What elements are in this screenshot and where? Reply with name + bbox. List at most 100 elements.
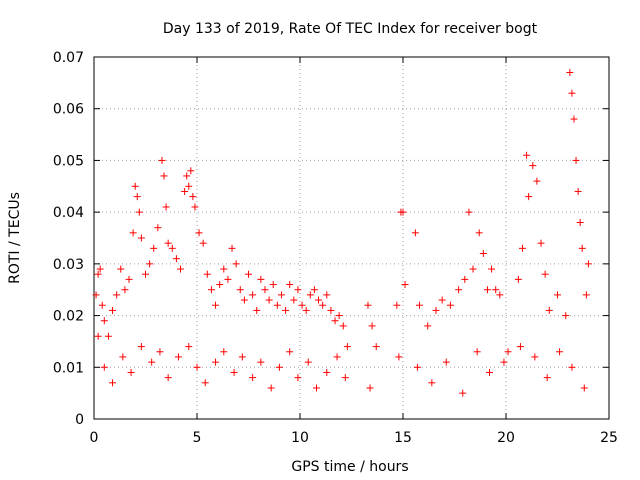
data-point [286,281,294,289]
data-point [574,187,582,195]
data-point [518,244,526,252]
data-point [446,301,454,309]
data-point [265,296,273,304]
data-point [162,203,170,211]
data-point [368,322,376,330]
data-point [543,374,551,382]
data-point [261,286,269,294]
data-point [496,291,504,299]
data-point [240,296,248,304]
data-point [323,291,331,299]
data-point [131,182,139,190]
data-point [372,343,380,351]
data-point [523,151,531,159]
x-tick-label: 25 [600,430,618,446]
data-point [104,332,112,340]
data-point [315,296,323,304]
data-point [323,368,331,376]
chart-title: Day 133 of 2019, Rate Of TEC Index for r… [163,21,538,37]
data-point [92,291,100,299]
data-point [331,317,339,325]
data-point [286,348,294,356]
data-point [156,348,164,356]
x-axis-label: GPS time / hours [291,459,408,475]
y-tick-label: 0.01 [53,360,84,376]
data-point [584,260,592,268]
data-point [249,291,257,299]
data-point [529,162,537,170]
data-point [98,301,106,309]
data-point [212,301,220,309]
data-point [230,368,238,376]
data-point [341,374,349,382]
data-point [267,384,275,392]
data-point [533,177,541,185]
data-point [236,286,244,294]
data-point [343,343,351,351]
data-point [294,286,302,294]
x-axis-ticks: 0 5 10 15 20 25 [90,57,618,446]
data-point [181,187,189,195]
x-tick-label: 15 [394,430,412,446]
data-point [137,343,145,351]
x-tick-label: 0 [90,430,99,446]
data-point [100,363,108,371]
data-point [393,301,401,309]
data-point [413,363,421,371]
data-point [459,389,467,397]
data-point [570,115,578,123]
data-point [193,363,201,371]
data-point [277,291,285,299]
data-point [319,301,327,309]
data-point [232,260,240,268]
data-point [199,239,207,247]
data-point [245,270,252,278]
y-axis-ticks: 0 0.01 0.02 0.03 0.04 0.05 0.06 0.07 [53,50,609,428]
data-point [172,255,180,263]
data-point [191,203,199,211]
data-point [516,343,524,351]
data-point [142,270,149,278]
data-point [150,244,158,252]
data-point [117,265,125,273]
data-point [298,301,306,309]
data-point [461,275,469,283]
data-point [578,244,586,252]
data-point [129,229,137,237]
data-point [424,322,432,330]
data-point [121,286,129,294]
data-point [269,281,277,289]
data-point [127,368,135,376]
data-point [401,281,409,289]
data-point [415,301,423,309]
data-point [224,275,232,283]
data-point [304,358,312,366]
x-tick-label: 5 [193,430,202,446]
data-point [580,384,588,392]
data-point [572,156,580,164]
data-point [135,208,143,216]
data-point [582,291,590,299]
data-point [576,218,584,226]
data-point [228,244,236,252]
data-point [395,353,403,361]
data-point [212,358,220,366]
data-point [473,348,481,356]
data-point [290,296,298,304]
data-point [475,229,483,237]
y-tick-label: 0.05 [53,153,84,169]
data-point [207,286,215,294]
data-point [185,182,193,190]
grid-lines [94,57,609,419]
data-point [504,348,512,356]
data-point [486,368,494,376]
data-point [109,379,117,387]
data-point [545,306,553,314]
data-point [96,265,104,273]
data-point [257,358,265,366]
data-point [164,374,172,382]
data-point [428,379,436,387]
data-point [525,193,533,201]
plot-area-frame [93,56,610,420]
data-point [442,358,450,366]
